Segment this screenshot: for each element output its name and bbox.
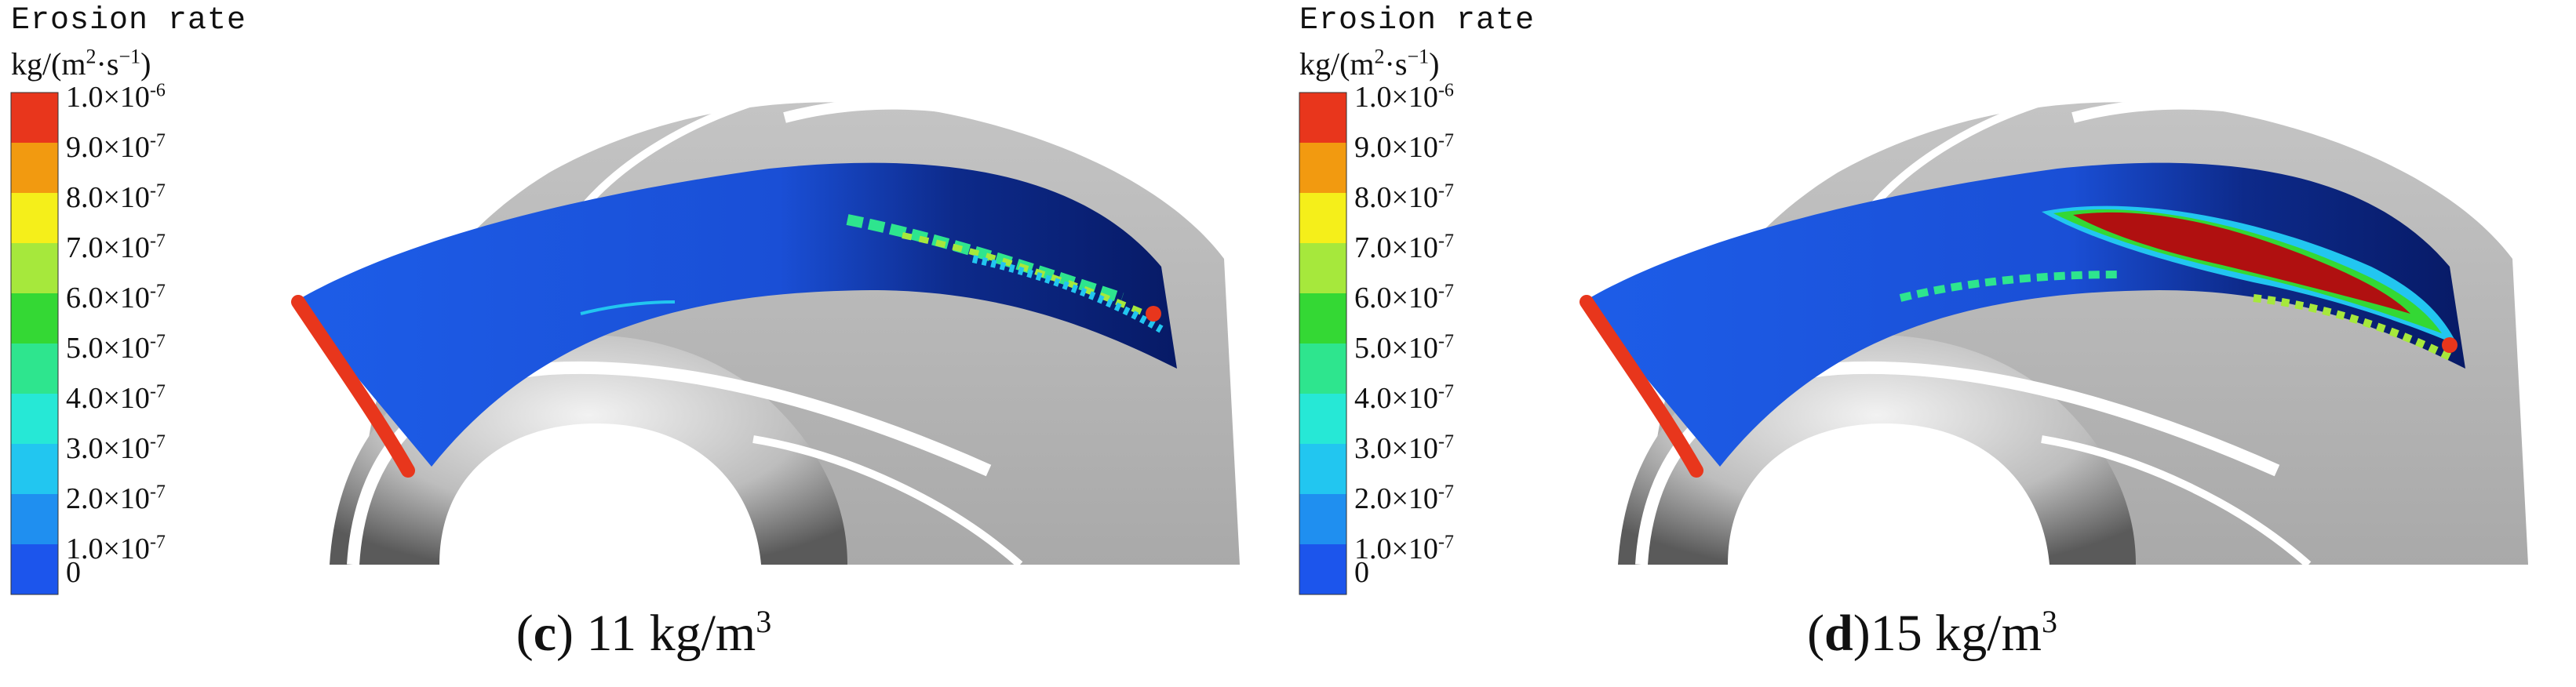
legend-unit: kg/(m2·s−1) — [1299, 45, 1440, 82]
colorbar-swatch — [1299, 93, 1346, 143]
colorbar-swatch — [1299, 394, 1346, 444]
legend-tick: 3.0×10-7 — [66, 431, 166, 465]
legend-tick: 0 — [66, 556, 81, 589]
legend-title: Erosion rate — [11, 3, 247, 38]
legend-tick: 1.0×10-6 — [1354, 80, 1454, 114]
colorbar-swatch — [11, 293, 58, 344]
colorbar-swatch — [1299, 544, 1346, 594]
impeller-scene — [1299, 82, 2528, 595]
legend-tick: 9.0×10-7 — [66, 130, 166, 164]
hub-eye — [1728, 423, 2050, 565]
impeller-scene — [10, 92, 1241, 595]
legend-tick: 5.0×10-7 — [1354, 331, 1454, 365]
legend-tick: 3.0×10-7 — [1354, 431, 1454, 465]
legend-tick: 7.0×10-7 — [66, 231, 166, 264]
legend-tick: 0 — [1354, 556, 1369, 589]
colorbar-swatch — [1299, 444, 1346, 494]
legend-title: Erosion rate — [1299, 3, 1536, 38]
legend-tick-labels: 1.0×10-6 9.0×10-7 8.0×10-7 7.0×10-7 6.0×… — [66, 80, 348, 589]
colorbar-border — [1299, 92, 1347, 595]
legend-tick: 2.0×10-7 — [1354, 482, 1454, 515]
legend-tick: 7.0×10-7 — [1354, 231, 1454, 264]
blade-surface — [294, 162, 1177, 467]
colorbar-swatch — [11, 344, 58, 394]
legend-tick: 6.0×10-7 — [66, 281, 166, 314]
colorbar-swatch — [1299, 193, 1346, 243]
colorbar-swatch — [1299, 243, 1346, 293]
swirl-gap-1 — [347, 361, 992, 565]
legend-tick: 8.0×10-7 — [1354, 180, 1454, 214]
colorbar-swatch — [11, 193, 58, 243]
colorbar-swatch — [11, 143, 58, 193]
colorbar-swatch — [11, 394, 58, 444]
colorbar-swatch — [11, 444, 58, 494]
swirl-gap-1 — [1635, 361, 2280, 565]
erosion-patches — [1899, 205, 2458, 361]
legend-tick: 4.0×10-7 — [1354, 381, 1454, 415]
erosion-patches — [580, 214, 1164, 333]
panel-caption: (c) 11 kg/m3 — [516, 604, 772, 662]
shroud-gap-1 — [783, 98, 1157, 185]
panel-caption: (d)15 kg/m3 — [1807, 604, 2057, 662]
legend-tick: 4.0×10-7 — [66, 381, 166, 415]
blade-leading-edge — [291, 295, 415, 478]
panel-d: Erosion rate kg/(m2·s−1) 1.0×10-6 9.0×10… — [1288, 0, 2576, 687]
legend-tick: 1.0×10-6 — [66, 80, 166, 114]
legend-tick: 5.0×10-7 — [66, 331, 166, 365]
legend-tick: 1.0×10-7 — [1354, 532, 1454, 565]
colorbar-swatch — [11, 494, 58, 544]
colorbar-border — [10, 92, 59, 595]
blade-leading-edge — [1579, 295, 1703, 478]
colorbar-swatch — [1299, 143, 1346, 193]
colorbar-swatch — [1299, 494, 1346, 544]
colorbar — [10, 92, 59, 595]
hub-eye — [439, 423, 761, 565]
panel-c: Erosion rate kg/(m2·s−1) 1.0×10-6 9.0×10… — [10, 3, 1241, 662]
colorbar-swatch — [1299, 344, 1346, 394]
legend-tick: 2.0×10-7 — [66, 482, 166, 515]
legend-tick: 6.0×10-7 — [1354, 281, 1454, 314]
swirl-gap-2 — [752, 435, 1023, 568]
legend-tick: 8.0×10-7 — [66, 180, 166, 214]
legend-tick-labels: 1.0×10-6 9.0×10-7 8.0×10-7 7.0×10-7 6.0×… — [1354, 80, 1637, 589]
legend-tick: 9.0×10-7 — [1354, 130, 1454, 164]
legend-unit: kg/(m2·s−1) — [11, 45, 151, 82]
colorbar-swatch — [11, 544, 58, 594]
swirl-gap-2 — [2041, 435, 2312, 568]
colorbar-swatch — [1299, 293, 1346, 344]
shroud-gap-1 — [2071, 98, 2445, 185]
colorbar-swatch — [11, 93, 58, 143]
colorbar — [1299, 92, 1347, 595]
colorbar-swatch — [11, 243, 58, 293]
legend-tick: 1.0×10-7 — [66, 532, 166, 565]
